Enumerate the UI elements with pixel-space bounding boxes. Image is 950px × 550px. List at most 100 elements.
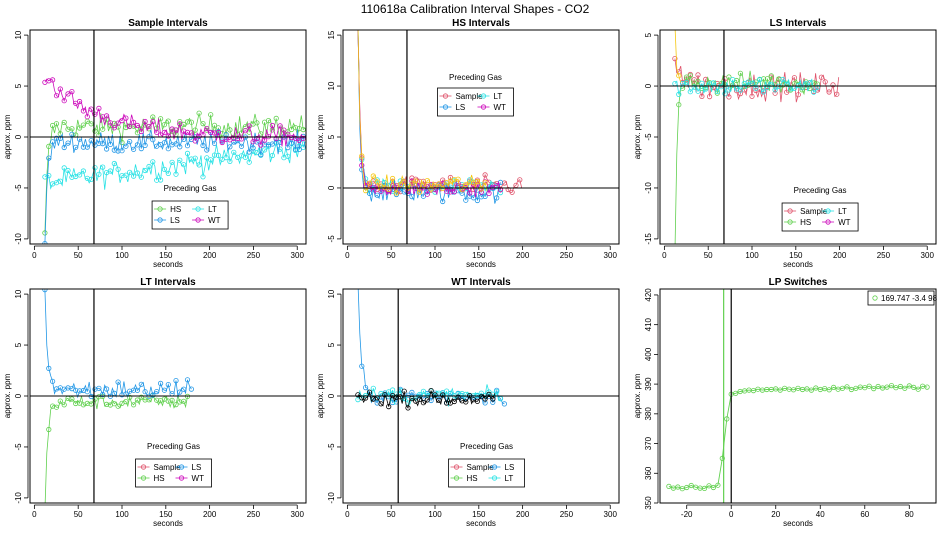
- y-axis-label-hs: approx. ppm: [316, 114, 325, 159]
- data-point: [100, 141, 106, 147]
- plot-frame-lp: [659, 288, 937, 504]
- x-tick-label: 150: [789, 251, 803, 260]
- data-point: [737, 87, 744, 93]
- legend-marker: [140, 475, 147, 481]
- legend-entry: HS: [170, 205, 181, 214]
- data-point: [80, 122, 87, 128]
- x-tick-label: 100: [115, 510, 129, 519]
- panel-hs: HS Intervals 0 50 100 150 200 250 300 seconds -5 0…: [316, 18, 620, 269]
- data-point: [482, 400, 488, 406]
- data-point: [844, 384, 850, 390]
- x-tick-label: 20: [771, 510, 780, 519]
- data-point: [211, 122, 218, 128]
- legend-marker: [872, 295, 878, 301]
- data-point: [915, 386, 921, 392]
- data-point: [73, 387, 79, 393]
- data-point: [428, 397, 434, 404]
- legend-marker: [787, 208, 793, 214]
- data-point: [238, 143, 245, 149]
- data-point: [65, 126, 71, 132]
- data-point: [69, 396, 75, 402]
- x-tick-label: 250: [560, 251, 574, 260]
- data-point: [192, 127, 198, 133]
- data-point: [184, 143, 191, 149]
- data-point: [173, 127, 179, 133]
- data-point: [261, 137, 268, 143]
- plot-frame-wt: [342, 288, 620, 504]
- legend-entry: WT: [838, 218, 851, 227]
- data-point: [131, 123, 137, 129]
- data-point: [699, 93, 705, 100]
- data-point: [888, 382, 895, 389]
- data-point: [223, 155, 229, 161]
- data-point: [150, 392, 156, 398]
- data-point: [822, 79, 828, 85]
- data-point: [292, 146, 299, 152]
- data-point: [65, 140, 71, 146]
- data-point: [150, 159, 156, 165]
- x-tick-label: 200: [516, 251, 530, 260]
- legend-marker: [178, 475, 185, 481]
- data-point: [288, 140, 295, 146]
- data-point: [173, 141, 179, 147]
- series-line-ls: [44, 289, 192, 399]
- data-point: [420, 388, 426, 394]
- data-point: [386, 186, 392, 192]
- data-point: [131, 387, 137, 393]
- data-point: [165, 118, 171, 124]
- data-point: [699, 80, 705, 86]
- data-point: [53, 121, 60, 127]
- y-tick-label: 370: [644, 436, 653, 450]
- plot-area-lt: [30, 289, 306, 503]
- data-point: [772, 87, 778, 93]
- x-tick-label: 0: [32, 510, 37, 519]
- data-point: [409, 181, 415, 187]
- data-point: [165, 398, 171, 404]
- data-point: [834, 91, 840, 97]
- data-point: [169, 397, 175, 403]
- series-line-gold: [674, 30, 682, 83]
- data-point: [666, 483, 672, 489]
- data-point: [451, 189, 457, 195]
- x-tick-label: 0: [32, 251, 37, 260]
- plot-frame-hs: [342, 29, 620, 245]
- data-point: [188, 156, 194, 162]
- data-point: [374, 400, 380, 406]
- legend-marker: [453, 475, 460, 481]
- data-point: [474, 398, 480, 404]
- data-point: [719, 455, 725, 461]
- data-point: [123, 172, 129, 178]
- data-point: [906, 383, 912, 389]
- data-point: [424, 397, 430, 403]
- data-point: [231, 149, 237, 155]
- data-point: [154, 177, 160, 183]
- data-point: [470, 195, 477, 201]
- data-point: [440, 177, 446, 183]
- x-tick-label: -20: [681, 510, 693, 519]
- data-point: [161, 140, 167, 146]
- data-point: [687, 89, 693, 95]
- data-point: [432, 186, 438, 193]
- legend-title: Preceding Gas: [164, 184, 217, 193]
- data-point: [80, 144, 87, 150]
- plot-area-wt: [343, 289, 619, 503]
- plot-frame-sample: [29, 29, 307, 245]
- series-line-lt: [44, 135, 306, 190]
- data-point: [119, 173, 125, 179]
- data-point: [258, 152, 264, 158]
- data-point: [428, 186, 434, 192]
- legend-entry: Sample: [154, 463, 182, 472]
- data-point: [683, 79, 690, 86]
- data-point: [776, 76, 782, 82]
- data-point: [737, 70, 744, 76]
- x-tick-label: 150: [159, 251, 173, 260]
- data-point: [714, 88, 720, 95]
- y-tick-label: 5: [644, 32, 653, 37]
- data-point: [726, 74, 732, 80]
- legend-marker: [442, 93, 449, 99]
- data-point: [482, 193, 488, 199]
- data-point: [192, 155, 198, 161]
- data-point: [46, 143, 52, 149]
- data-point: [706, 94, 713, 100]
